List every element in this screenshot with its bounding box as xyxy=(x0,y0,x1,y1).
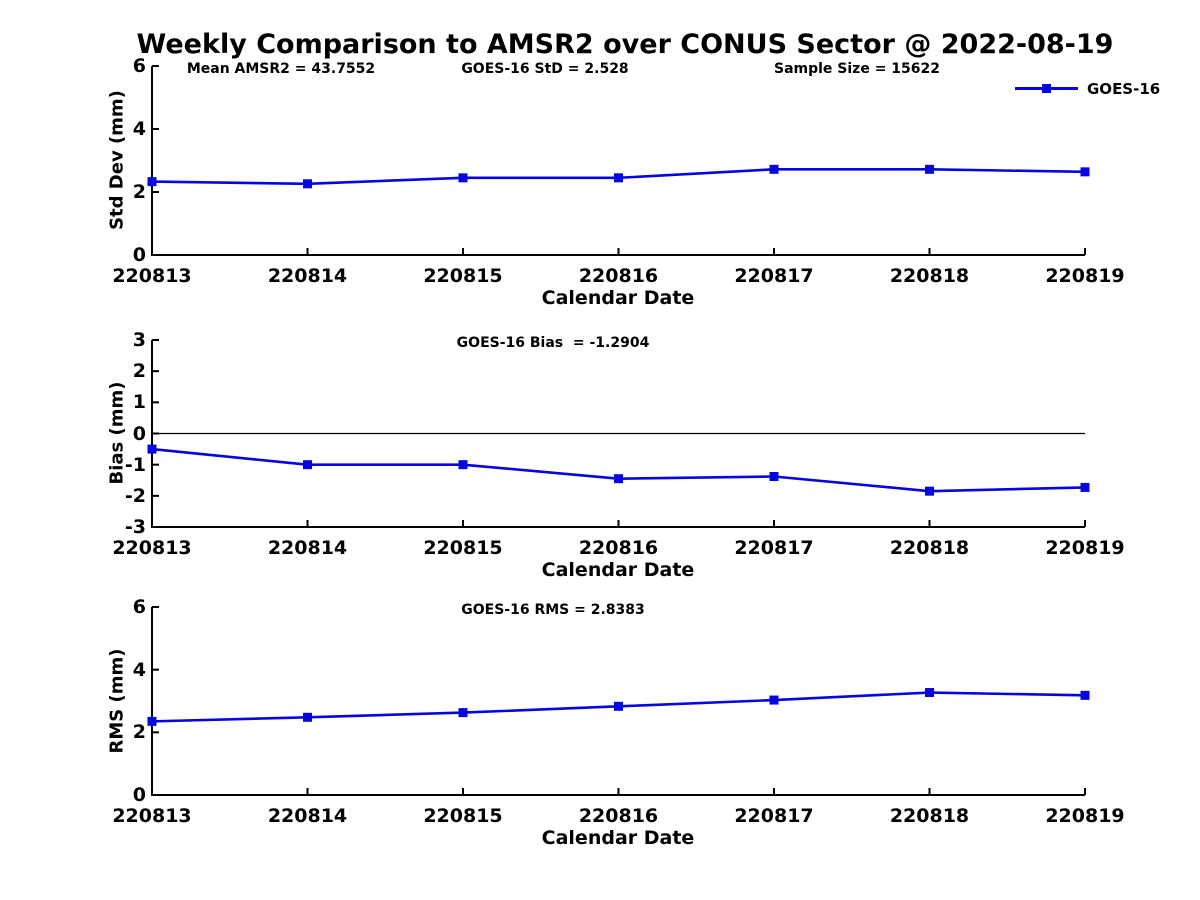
stddev-y-axis-label: Std Dev (mm) xyxy=(106,90,128,230)
std-dev-x-tick-label: 220813 xyxy=(112,265,192,287)
rms-x-tick-label: 220814 xyxy=(267,805,348,827)
bias-data-point-marker xyxy=(769,472,779,482)
goes16-rms-annotation: GOES-16 RMS = 2.8383 xyxy=(461,602,645,618)
rms-data-point-marker xyxy=(303,712,312,722)
legend-square-marker-icon xyxy=(1042,84,1051,93)
bias-x-tick-label: 220817 xyxy=(734,537,814,559)
rms-y-tick-label: 4 xyxy=(132,658,146,681)
bias-x-tick-label: 220815 xyxy=(423,537,503,559)
rms-data-point-marker xyxy=(147,716,157,726)
figure-title: Weekly Comparison to AMSR2 over CONUS Se… xyxy=(136,29,1114,60)
std-dev-x-tick-label: 220819 xyxy=(1045,265,1125,287)
std-dev-data-point-marker xyxy=(925,164,934,174)
bias-data-point-marker xyxy=(303,460,312,470)
rms-x-tick-label: 220819 xyxy=(1045,805,1125,827)
bias-y-tick-label: -2 xyxy=(124,484,146,507)
std-dev-x-tick-label: 220818 xyxy=(889,265,970,287)
rms-data-point-marker xyxy=(458,708,468,718)
bias-data-point-marker xyxy=(1080,482,1090,492)
std-dev-x-tick-label: 220815 xyxy=(423,265,503,287)
std-dev-x-tick-label: 220814 xyxy=(267,265,348,287)
stddev-x-axis-label: Calendar Date xyxy=(541,287,695,309)
goes16-std-annotation: GOES-16 StD = 2.528 xyxy=(461,61,629,77)
rms-x-tick-label: 220815 xyxy=(423,805,503,827)
std-dev-x-tick-label: 220817 xyxy=(734,265,814,287)
std-dev-data-point-marker xyxy=(769,164,779,174)
bias-data-point-marker xyxy=(925,486,934,496)
rms-y-tick-label: 2 xyxy=(132,721,146,744)
bias-y-tick-label: 3 xyxy=(132,329,146,351)
std-dev-data-point-marker xyxy=(1080,167,1090,177)
std-dev-y-tick-label: 2 xyxy=(132,181,146,203)
bias-x-tick-label: 220814 xyxy=(267,537,348,559)
std-dev-y-tick-label: 4 xyxy=(132,118,146,140)
bias-y-tick-label: -3 xyxy=(124,516,146,538)
bias-goes-16-line-series xyxy=(151,447,1086,493)
rms-x-axis-label: Calendar Date xyxy=(541,827,695,849)
rms-y-tick-label: 6 xyxy=(132,596,146,618)
bias-y-tick-label: 0 xyxy=(132,422,146,445)
rms-data-point-marker xyxy=(769,695,779,705)
rms-x-tick-label: 220817 xyxy=(734,805,814,827)
bias-y-tick-label: 1 xyxy=(132,391,146,414)
goes16-bias-annotation: GOES-16 Bias = -1.2904 xyxy=(456,335,650,351)
rms-data-point-marker xyxy=(1080,690,1090,700)
bias-data-point-marker xyxy=(614,474,623,484)
sample-size-annotation: Sample Size = 15622 xyxy=(773,61,941,77)
rms-x-tick-label: 220818 xyxy=(889,805,970,827)
bias-x-tick-label: 220816 xyxy=(578,537,659,559)
rms-x-tick-label: 220813 xyxy=(112,805,192,827)
bias-x-tick-label: 220818 xyxy=(889,537,970,559)
mean-amsr2-annotation: Mean AMSR2 = 43.7552 xyxy=(186,61,376,77)
bias-y-tick-label: -1 xyxy=(124,453,146,476)
bias-data-point-marker xyxy=(147,444,157,454)
std-dev-data-point-marker xyxy=(458,173,468,183)
std-dev-x-tick-label: 220816 xyxy=(578,265,659,287)
rms-data-point-marker xyxy=(614,701,623,711)
legend: GOES-16 xyxy=(1015,77,1175,101)
rms-x-tick-label: 220816 xyxy=(578,805,659,827)
std-dev-y-tick-label: 0 xyxy=(132,244,146,266)
bias-x-tick-label: 220819 xyxy=(1045,537,1125,559)
bias-x-axis-label: Calendar Date xyxy=(541,559,695,581)
std-dev-y-tick-label: 6 xyxy=(132,55,146,77)
rms-y-tick-label: 0 xyxy=(132,784,146,806)
bias-y-tick-label: 2 xyxy=(132,360,146,383)
rms-data-point-marker xyxy=(925,688,934,698)
bias-data-point-marker xyxy=(458,460,468,470)
bias-x-tick-label: 220813 xyxy=(112,537,192,559)
std-dev-data-point-marker xyxy=(147,177,157,187)
std-dev-data-point-marker xyxy=(614,173,623,183)
std-dev-data-point-marker xyxy=(303,179,312,189)
legend-label: GOES-16 xyxy=(1087,80,1161,98)
